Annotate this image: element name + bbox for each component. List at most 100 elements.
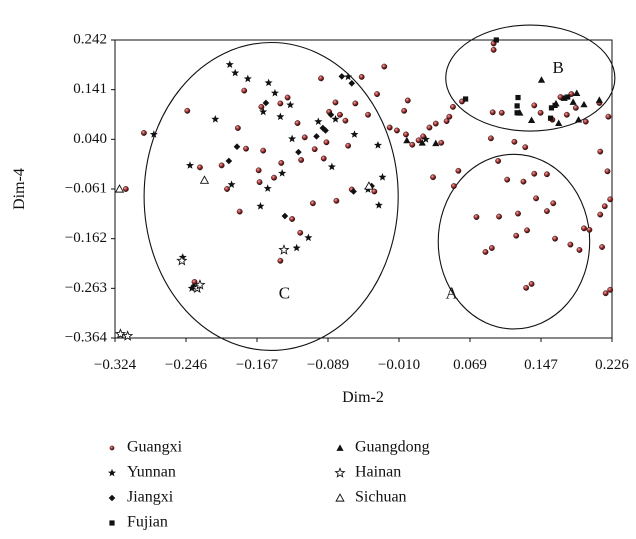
data-point-yunnan [292, 243, 301, 252]
data-point-guangxi [403, 131, 409, 138]
data-point-jiangxi [319, 124, 327, 132]
data-point-guangxi [260, 147, 267, 154]
data-point-guangxi [586, 226, 593, 233]
x-tick-label: 0.226 [595, 357, 629, 373]
data-point-jiangxi [348, 79, 356, 87]
data-point-yunnan [256, 202, 265, 210]
legend-label-jiangxi: Jiangxi [127, 489, 174, 506]
legend-label-guangxi: Guangxi [127, 439, 183, 456]
data-point-fujian [514, 110, 520, 116]
data-point-guangxi [345, 142, 352, 149]
data-point-guangxi [511, 138, 518, 145]
data-point-yunnan [276, 112, 285, 121]
data-point-guangxi [582, 118, 589, 125]
data-point-yunnan [350, 130, 359, 138]
x-tick-label: −0.089 [307, 357, 349, 373]
data-point-yunnan [331, 114, 340, 123]
legend-label-guangdong: Guangdong [355, 439, 430, 456]
y-tick-label: −0.263 [65, 280, 107, 296]
data-point-guangxi [394, 127, 400, 134]
data-point-yunnan [211, 114, 220, 123]
data-point-guangxi [567, 241, 574, 248]
data-point-yunnan [344, 72, 353, 81]
x-tick-label: −0.324 [94, 357, 137, 373]
data-point-guangxi [488, 135, 494, 142]
data-point-guangxi [604, 168, 611, 175]
data-point-yunnan [263, 184, 272, 192]
data-point-guangdong [403, 136, 411, 144]
data-point-jiangxi [262, 99, 270, 107]
data-point-yunnan [264, 78, 273, 87]
data-point-guangxi [513, 232, 520, 239]
data-point-jiangxi [190, 283, 197, 290]
data-point-guangxi [432, 120, 439, 127]
legend-label-yunnan: Yunnan [127, 464, 176, 481]
data-point-guangxi [515, 210, 521, 217]
data-point-yunnan [421, 135, 430, 143]
data-point-guangxi [358, 73, 365, 80]
data-point-yunnan [259, 107, 268, 116]
legend-label-fujian: Fujian [127, 514, 168, 531]
data-point-jiangxi [338, 73, 346, 80]
data-point-guangdong [516, 109, 524, 116]
data-point-guangxi [404, 97, 411, 104]
data-point-hainan [278, 244, 290, 255]
legend-marker-fujian [109, 520, 115, 526]
x-axis-title: Dim-2 [342, 389, 384, 406]
data-point-guangxi [289, 216, 296, 222]
legend-label-hainan: Hainan [355, 464, 401, 481]
data-point-guangxi [490, 46, 497, 53]
data-point-guangxi [301, 134, 308, 141]
data-point-guangxi [450, 183, 457, 189]
data-point-jiangxi [233, 143, 241, 151]
data-point-guangxi [455, 167, 462, 174]
data-point-guangxi [323, 139, 330, 146]
y-tick-label: 0.242 [73, 31, 107, 47]
data-point-guangxi [284, 94, 291, 101]
cluster-label-c: C [279, 283, 290, 302]
x-tick-label: −0.246 [165, 357, 208, 373]
data-point-fujian [515, 94, 521, 101]
data-point-guangxi [298, 157, 305, 163]
data-point-guangxi [597, 148, 604, 155]
y-axis-title: Dim-4 [11, 168, 28, 210]
data-point-guangxi [218, 162, 225, 169]
data-point-guangxi [489, 109, 496, 116]
data-point-hainan [194, 279, 206, 290]
x-tick-label: −0.167 [236, 357, 279, 373]
data-point-guangxi [473, 214, 480, 220]
data-point-guangxi [333, 197, 340, 204]
data-point-hainan [122, 330, 134, 341]
data-point-guangxi [409, 141, 416, 148]
data-point-guangxi [256, 179, 263, 186]
legend-marker-guangxi [109, 445, 115, 451]
data-point-guangxi [581, 225, 587, 232]
data-point-sichuan [364, 181, 374, 190]
data-point-yunnan [243, 74, 252, 83]
data-point-guangxi [563, 111, 570, 118]
data-point-guangxi [607, 196, 614, 203]
data-point-yunnan [286, 100, 295, 109]
data-point-guangdong [537, 76, 546, 83]
data-point-yunnan [186, 161, 194, 169]
data-point-guangxi [528, 281, 535, 287]
data-point-guangxi [255, 167, 262, 174]
data-point-hainan [114, 328, 126, 339]
data-point-guangxi [309, 200, 316, 207]
data-point-guangxi [430, 174, 436, 181]
data-point-fujian [565, 94, 571, 100]
data-point-guangxi [544, 208, 550, 215]
data-point-guangxi [504, 176, 511, 183]
data-point-guangxi [365, 111, 371, 118]
data-point-fujian [514, 103, 520, 109]
data-point-yunnan [288, 134, 297, 143]
data-point-guangdong [432, 139, 440, 147]
data-point-yunnan [314, 117, 323, 126]
data-point-guangxi [122, 186, 129, 192]
legend-marker-guangdong [336, 444, 344, 451]
x-tick-label: 0.069 [453, 357, 487, 373]
data-point-guangxi [277, 100, 284, 107]
data-point-jiangxi [281, 212, 289, 220]
data-point-guangxi [386, 124, 393, 131]
data-point-guangdong [595, 96, 603, 103]
